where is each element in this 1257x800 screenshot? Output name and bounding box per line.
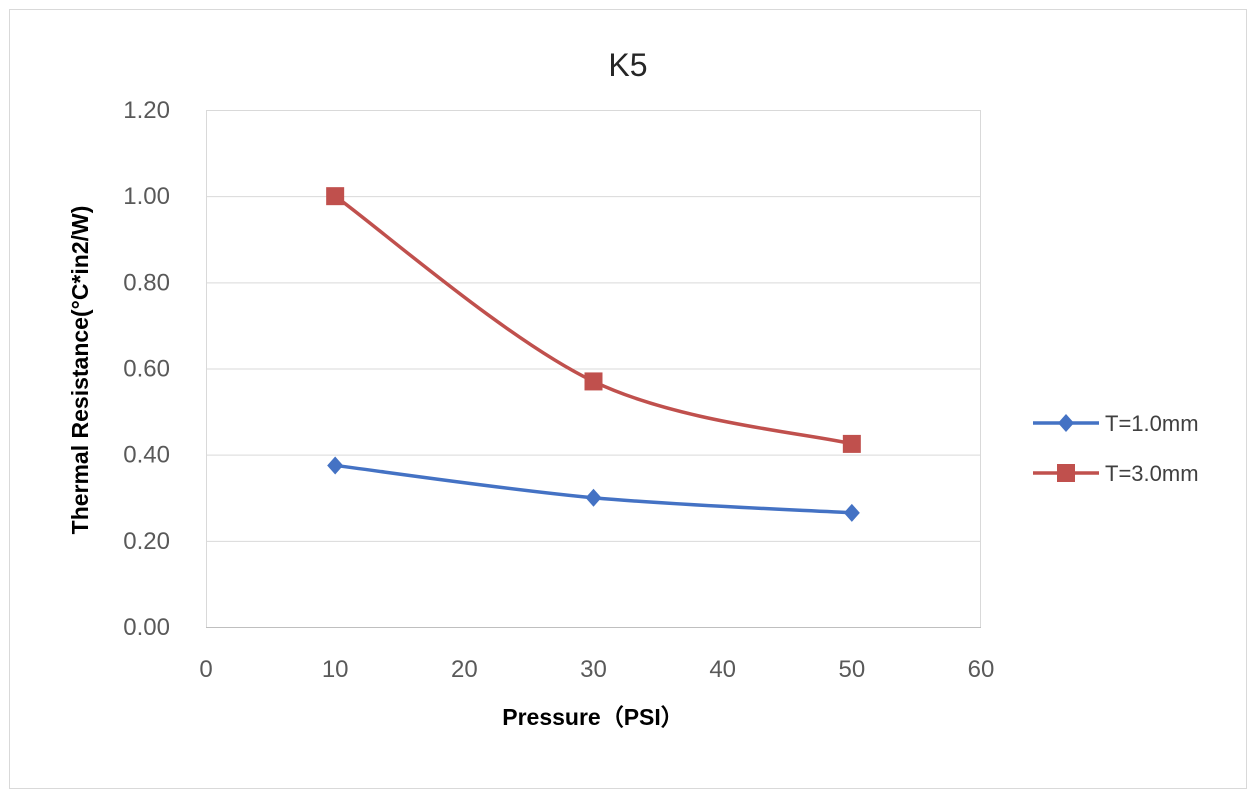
- x-tick-label: 60: [968, 656, 995, 683]
- legend-item: T=3.0mm: [1033, 461, 1199, 486]
- legend-diamond-marker: [1058, 414, 1074, 432]
- diamond-marker: [843, 503, 860, 522]
- legend-label: T=3.0mm: [1105, 461, 1199, 486]
- y-axis-title: Thermal Resistance(°C*in2/W): [67, 206, 93, 535]
- y-tick-label: 0.80: [123, 269, 170, 296]
- legend-square-marker: [1057, 464, 1075, 482]
- series-line: [333, 194, 854, 446]
- y-tick-label: 1.20: [123, 97, 170, 124]
- legend: T=1.0mm T=3.0mm: [1033, 411, 1199, 486]
- y-tick-label: 0.60: [123, 356, 170, 383]
- x-tick-label: 20: [451, 656, 478, 683]
- chart-frame: [9, 9, 1247, 789]
- diamond-marker: [585, 488, 602, 507]
- chart-title: K5: [608, 47, 647, 83]
- y-tick-label: 0.40: [123, 442, 170, 469]
- legend-label: T=1.0mm: [1105, 411, 1199, 436]
- grid-lines: [206, 110, 981, 542]
- series-2: [326, 187, 861, 453]
- square-marker: [842, 434, 861, 453]
- y-tick-labels: 0.00 0.20 0.40 0.60 0.80 1.00 1.20: [123, 97, 170, 641]
- y-tick-label: 0.00: [123, 614, 170, 641]
- x-axis-title: Pressure（PSI）: [502, 704, 684, 730]
- series-group: [326, 187, 861, 522]
- x-tick-labels: 0 10 20 30 40 50 60: [199, 656, 994, 683]
- y-tick-label: 0.20: [123, 528, 170, 555]
- x-tick-label: 50: [838, 656, 865, 683]
- x-tick-label: 40: [709, 656, 736, 683]
- x-tick-label: 0: [199, 656, 212, 683]
- y-tick-label: 1.00: [123, 183, 170, 210]
- x-tick-label: 30: [580, 656, 607, 683]
- square-marker: [584, 372, 603, 391]
- series-1: [327, 456, 860, 522]
- x-tick-label: 10: [322, 656, 349, 683]
- legend-item: T=1.0mm: [1033, 411, 1199, 436]
- diamond-marker: [327, 456, 344, 475]
- square-marker: [326, 187, 345, 206]
